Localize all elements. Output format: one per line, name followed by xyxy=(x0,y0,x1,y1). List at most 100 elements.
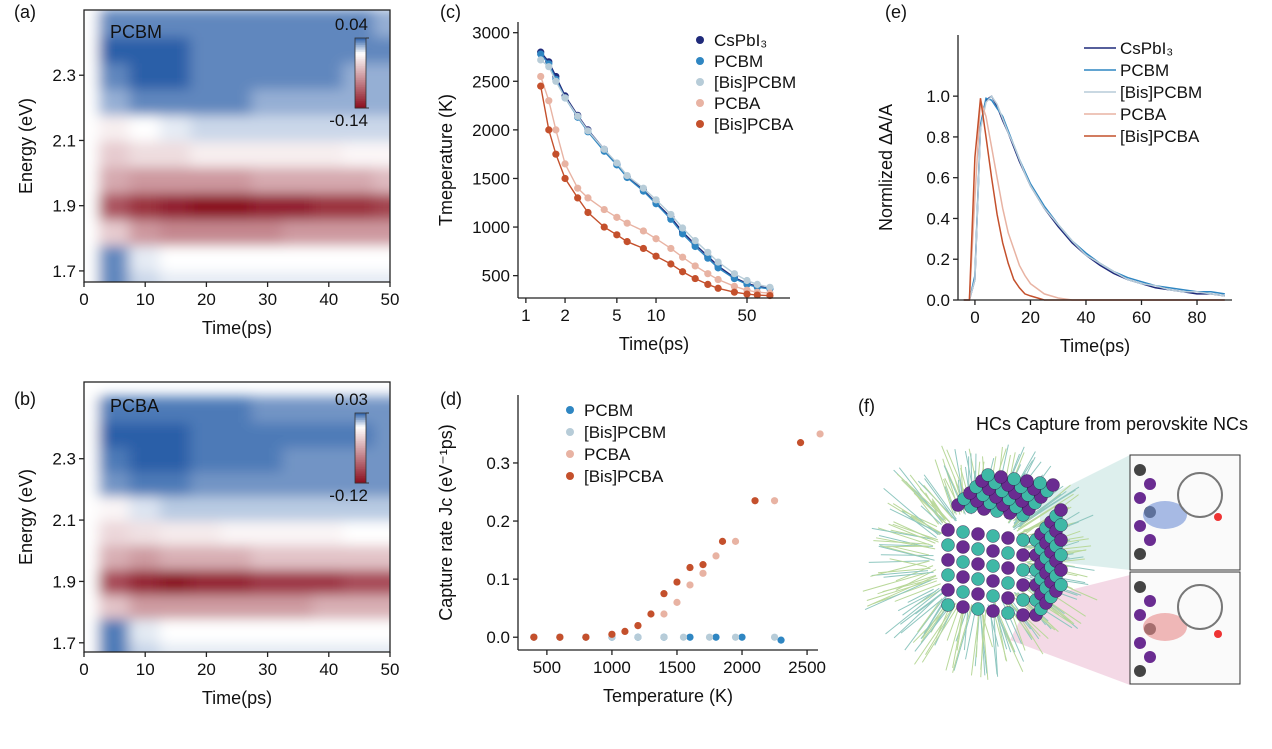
panel-label: (b) xyxy=(14,389,36,409)
heatmap-cell xyxy=(160,568,193,595)
y-tick-label: 0.6 xyxy=(926,169,950,188)
heatmap-cell xyxy=(221,495,254,522)
heatmap-cell xyxy=(221,218,254,246)
heatmap-cell xyxy=(98,61,131,89)
legend-marker xyxy=(566,428,574,436)
point xyxy=(731,289,738,296)
y-tick-label: 3000 xyxy=(472,24,510,43)
heatmap-cell xyxy=(313,35,346,63)
heatmap-cell xyxy=(129,519,162,546)
heatmap-cell xyxy=(282,445,315,472)
legend-label: PCBA xyxy=(1120,105,1167,124)
point xyxy=(743,277,750,284)
atom xyxy=(972,528,985,541)
heatmap-cell xyxy=(313,421,346,448)
heatmap-cell xyxy=(251,61,284,89)
heatmap-cell xyxy=(129,470,162,497)
heatmap-cell xyxy=(251,519,284,546)
heatmap-cell xyxy=(190,192,223,220)
ligand xyxy=(898,591,936,611)
heatmap-cell xyxy=(251,617,284,644)
heatmap-cell xyxy=(160,192,193,220)
x-tick-label: 10 xyxy=(647,306,666,325)
atom xyxy=(957,556,970,569)
y-tick-label: 1.9 xyxy=(52,572,76,591)
atom xyxy=(972,558,985,571)
point xyxy=(537,56,544,63)
legend-marker xyxy=(566,406,574,414)
heatmap-cell xyxy=(190,35,223,63)
heatmap-cell xyxy=(98,544,131,571)
heatmap-cell xyxy=(190,396,223,423)
point xyxy=(686,634,693,641)
heatmap-cell xyxy=(343,593,376,620)
x-tick-label: 20 xyxy=(197,660,216,679)
atom xyxy=(1055,519,1068,532)
x-tick-label: 1500 xyxy=(658,658,696,677)
heatmap-cell xyxy=(160,9,193,37)
legend-label: CsPbI₃ xyxy=(714,31,767,50)
x-tick-label: 20 xyxy=(197,290,216,309)
point xyxy=(561,160,568,167)
heatmap-cell xyxy=(160,218,193,246)
heatmap-cell xyxy=(282,244,315,272)
heatmap-cell xyxy=(98,470,131,497)
atom xyxy=(1002,577,1015,590)
heatmap-cell xyxy=(129,495,162,522)
heatmap-cell xyxy=(221,9,254,37)
inset-atom xyxy=(1134,492,1146,504)
atom xyxy=(957,541,970,554)
heatmap-cell xyxy=(221,519,254,546)
heatmap-cell xyxy=(343,166,376,194)
heatmap-cell xyxy=(190,593,223,620)
atom xyxy=(957,571,970,584)
x-tick-label: 30 xyxy=(258,660,277,679)
inset-atom xyxy=(1134,520,1146,532)
heatmap-cell xyxy=(282,495,315,522)
atom xyxy=(1017,609,1030,622)
heatmap-cell xyxy=(282,396,315,423)
heatmap-cell xyxy=(282,544,315,571)
y-tick-label: 500 xyxy=(482,267,510,286)
y-tick-label: 2.1 xyxy=(52,131,76,150)
atom xyxy=(942,554,955,567)
inset-atom xyxy=(1214,513,1222,521)
heatmap-cell xyxy=(160,495,193,522)
heatmap-cell xyxy=(282,218,315,246)
annotation: PCBA xyxy=(110,396,159,416)
heatmap-cell xyxy=(221,166,254,194)
heatmap-cell xyxy=(282,421,315,448)
y-tick-label: 0.2 xyxy=(486,512,510,531)
y-tick-label: 0.0 xyxy=(486,628,510,647)
point xyxy=(561,94,568,101)
y-tick-label: 2000 xyxy=(472,121,510,140)
heatmap-cell xyxy=(343,270,376,298)
x-axis-label: Time(ps) xyxy=(619,334,689,354)
heatmap-cell xyxy=(129,87,162,115)
y-tick-label: 2500 xyxy=(472,72,510,91)
atom xyxy=(1008,473,1021,486)
point xyxy=(816,430,823,437)
heatmap-cell xyxy=(282,61,315,89)
heatmap-cell xyxy=(190,218,223,246)
heatmap-cell xyxy=(313,139,346,167)
colorbar-label: -0.14 xyxy=(329,111,368,130)
atom xyxy=(982,469,995,482)
heatmap-cell xyxy=(313,593,346,620)
atom xyxy=(1002,532,1015,545)
heatmap-cell xyxy=(221,617,254,644)
heatmap-cell xyxy=(251,495,284,522)
atom xyxy=(1002,592,1015,605)
y-axis-label: Energy (eV) xyxy=(16,98,36,194)
point xyxy=(582,634,589,641)
heatmap-cell xyxy=(129,61,162,89)
point xyxy=(634,622,641,629)
y-tick-label: 2.1 xyxy=(52,511,76,530)
point xyxy=(613,159,620,166)
heatmap-cell xyxy=(129,166,162,194)
inset-atom xyxy=(1144,534,1156,546)
heatmap-cell xyxy=(160,61,193,89)
point xyxy=(624,220,631,227)
heatmap-cell xyxy=(190,445,223,472)
